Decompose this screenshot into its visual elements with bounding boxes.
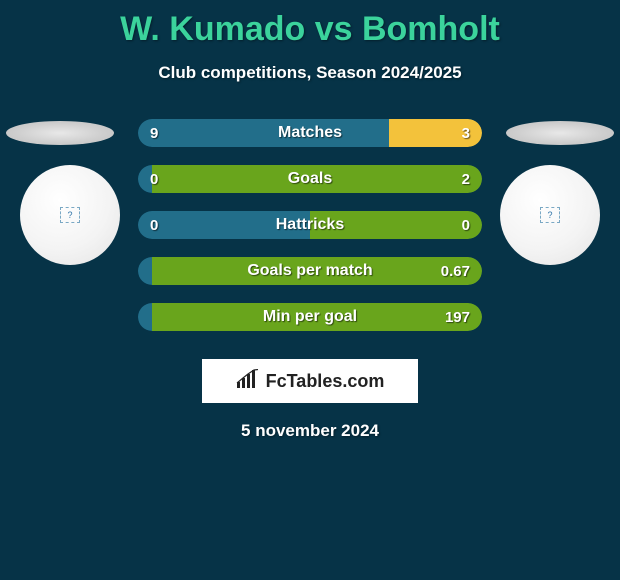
stat-row: Hattricks00 xyxy=(138,211,482,239)
bar-track xyxy=(138,303,482,331)
bar-fill-left xyxy=(138,257,152,285)
image-placeholder-icon: ? xyxy=(60,207,80,223)
bar-fill-right xyxy=(152,303,482,331)
bar-fill-left xyxy=(138,211,310,239)
date-label: 5 november 2024 xyxy=(0,421,620,441)
subtitle: Club competitions, Season 2024/2025 xyxy=(0,63,620,83)
stat-row: Matches93 xyxy=(138,119,482,147)
bar-fill-left xyxy=(138,119,389,147)
stat-row: Goals02 xyxy=(138,165,482,193)
bar-track xyxy=(138,211,482,239)
bar-fill-right xyxy=(310,211,482,239)
comparison-area: ? ? Matches93 Goals02 Hattricks00 Goals per… xyxy=(0,119,620,349)
stat-row: Goals per match0.67 xyxy=(138,257,482,285)
bar-fill-left xyxy=(138,165,152,193)
bar-track xyxy=(138,257,482,285)
player-left-shadow xyxy=(6,121,114,145)
stat-bars: Matches93 Goals02 Hattricks00 Goals per mat… xyxy=(138,119,482,349)
watermark-text: FcTables.com xyxy=(266,371,385,392)
player-left-badge: ? xyxy=(20,165,120,265)
bar-track xyxy=(138,165,482,193)
bar-fill-right xyxy=(152,165,482,193)
bar-fill-right xyxy=(389,119,482,147)
player-right-badge: ? xyxy=(500,165,600,265)
bar-chart-icon xyxy=(236,369,260,394)
player-right-shadow xyxy=(506,121,614,145)
image-placeholder-icon: ? xyxy=(540,207,560,223)
bar-track xyxy=(138,119,482,147)
watermark: FcTables.com xyxy=(202,359,418,403)
bar-fill-right xyxy=(152,257,482,285)
stat-row: Min per goal197 xyxy=(138,303,482,331)
page-title: W. Kumado vs Bomholt xyxy=(0,0,620,49)
bar-fill-left xyxy=(138,303,152,331)
